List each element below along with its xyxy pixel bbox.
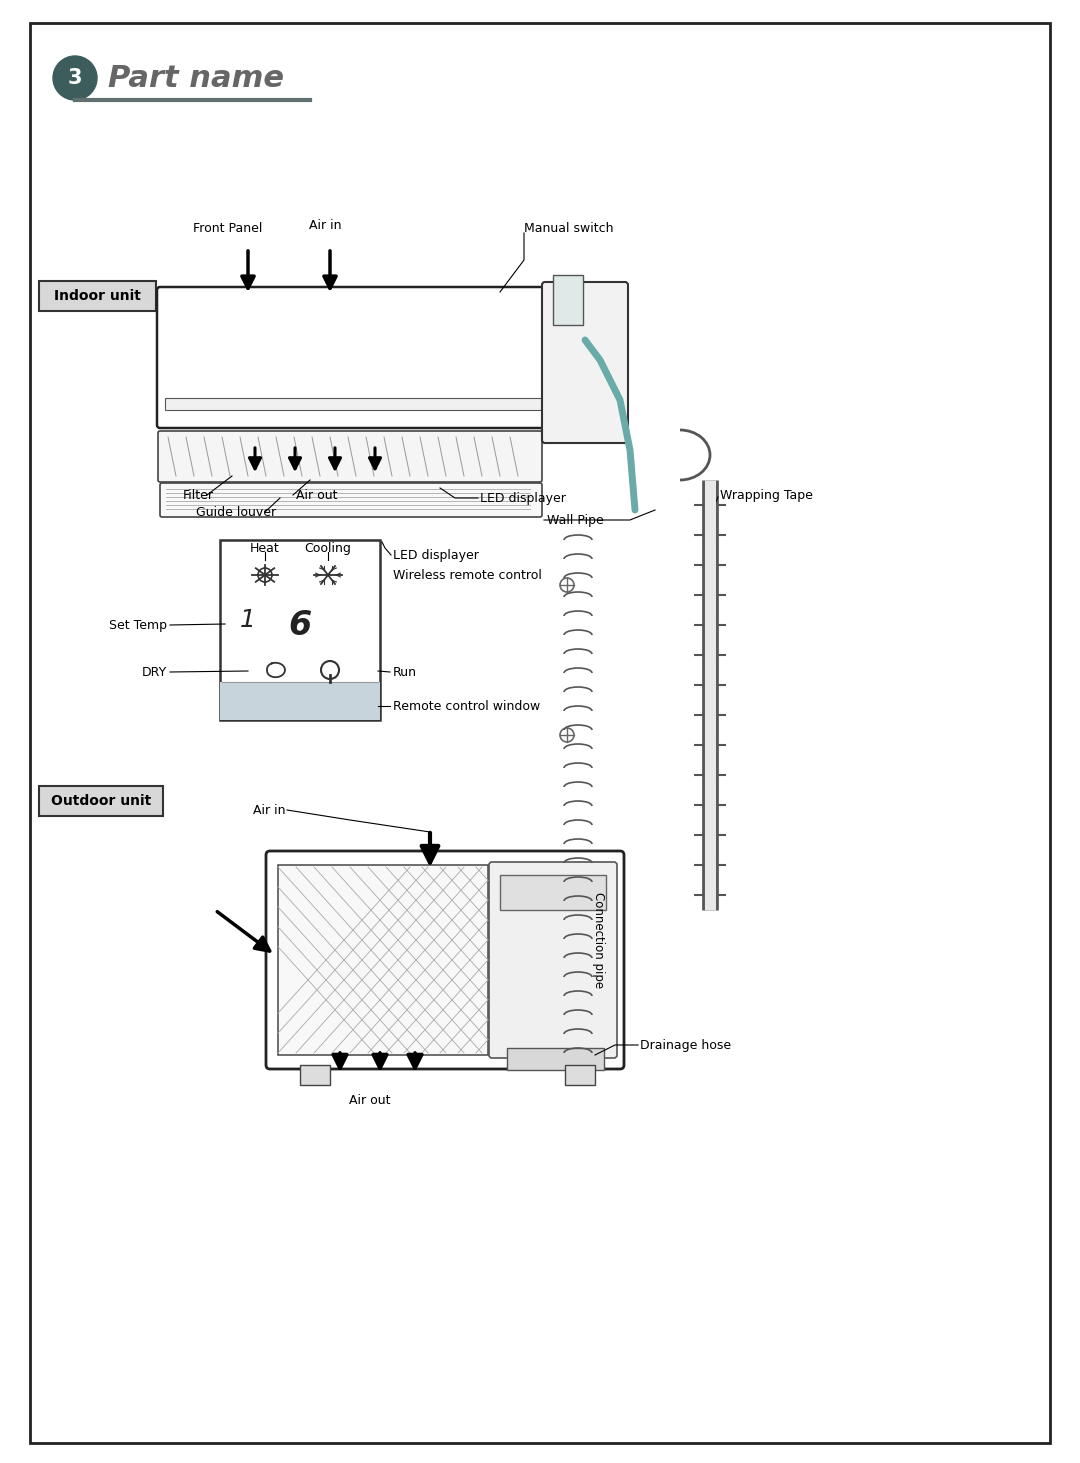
Circle shape [258, 568, 272, 582]
Text: Front Panel: Front Panel [193, 221, 262, 234]
Text: Heat: Heat [251, 541, 280, 554]
Text: DRY: DRY [141, 666, 167, 679]
FancyBboxPatch shape [160, 483, 542, 516]
Text: 1: 1 [240, 609, 256, 632]
Text: Wrapping Tape: Wrapping Tape [720, 489, 813, 502]
FancyBboxPatch shape [157, 287, 603, 429]
Text: Guide louver: Guide louver [195, 506, 276, 518]
FancyBboxPatch shape [39, 281, 156, 312]
Bar [220, 540, 380, 720]
Text: Part name: Part name [108, 63, 284, 92]
Text: Cooling: Cooling [305, 541, 351, 554]
FancyBboxPatch shape [158, 432, 542, 481]
Text: Connection pipe: Connection pipe [592, 892, 605, 988]
Text: LED displayer: LED displayer [480, 492, 566, 505]
Text: Air out: Air out [296, 489, 338, 502]
Circle shape [321, 661, 339, 679]
Text: Outdoor unit: Outdoor unit [51, 794, 151, 808]
Bar [565, 1065, 595, 1086]
FancyBboxPatch shape [266, 851, 624, 1069]
Circle shape [561, 578, 573, 593]
Text: Set Temp: Set Temp [109, 619, 167, 632]
Text: LED displayer: LED displayer [393, 549, 478, 562]
Bar [553, 275, 583, 325]
Circle shape [561, 729, 573, 742]
Text: Air out: Air out [349, 1093, 391, 1106]
Text: Run: Run [393, 666, 417, 679]
Text: Filter: Filter [183, 489, 214, 502]
FancyBboxPatch shape [278, 865, 488, 1055]
Text: Manual switch: Manual switch [524, 221, 613, 234]
Circle shape [53, 56, 97, 99]
Text: 3: 3 [68, 67, 82, 88]
Text: Wireless remote control: Wireless remote control [393, 569, 542, 581]
Bar [300, 1065, 330, 1086]
Text: 6: 6 [288, 609, 312, 641]
Text: Drainage hose: Drainage hose [640, 1039, 731, 1052]
Text: Wall Pipe: Wall Pipe [546, 514, 604, 527]
Bar [500, 875, 606, 910]
Bar [507, 1048, 604, 1069]
FancyBboxPatch shape [489, 862, 617, 1058]
Bar [220, 682, 380, 720]
Text: Air in: Air in [309, 218, 341, 231]
FancyBboxPatch shape [39, 786, 163, 816]
Text: Remote control window: Remote control window [393, 699, 540, 712]
Bar [165, 398, 595, 410]
Text: Indoor unit: Indoor unit [54, 290, 140, 303]
Text: Air in: Air in [253, 803, 285, 816]
FancyBboxPatch shape [542, 282, 627, 443]
